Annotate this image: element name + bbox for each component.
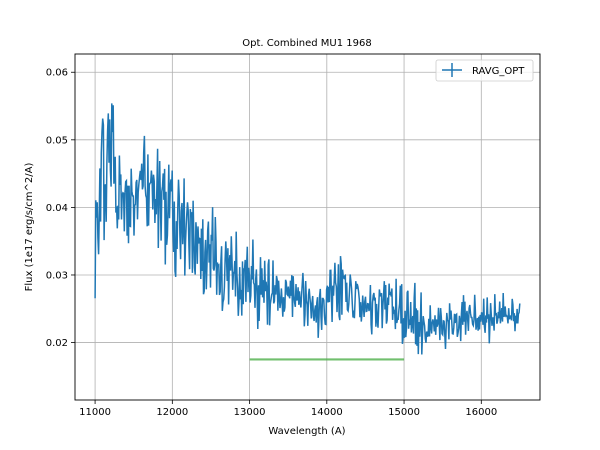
x-tick-label: 11000	[79, 407, 111, 418]
y-tick-label: 0.05	[46, 135, 68, 146]
x-tick-label: 13000	[234, 407, 266, 418]
x-tick-label: 14000	[311, 407, 343, 418]
x-axis-label: Wavelength (A)	[268, 426, 345, 437]
legend-label: RAVG_OPT	[472, 66, 525, 77]
chart-title: Opt. Combined MU1 1968	[242, 38, 371, 49]
y-tick-label: 0.03	[46, 270, 68, 281]
legend-box	[435, 59, 534, 82]
y-axis-label: Flux (1e17 erg/s/cm^2/A)	[24, 163, 35, 292]
y-tick-label: 0.02	[46, 338, 68, 349]
ticks: 11000 12000 13000 14000 15000 16000 0.02 0.03 0.…	[46, 68, 497, 418]
x-tick-label: 16000	[465, 407, 497, 418]
x-tick-label: 15000	[388, 407, 420, 418]
plot-frame	[74, 53, 541, 401]
legend: RAVG_OPT	[435, 59, 534, 82]
plot-content	[94, 103, 521, 361]
y-tick-label: 0.04	[46, 203, 68, 214]
spectrum-line	[94, 103, 521, 355]
x-tick-label: 12000	[156, 407, 188, 418]
y-tick-label: 0.06	[46, 68, 68, 79]
legend-swatch	[442, 63, 462, 77]
